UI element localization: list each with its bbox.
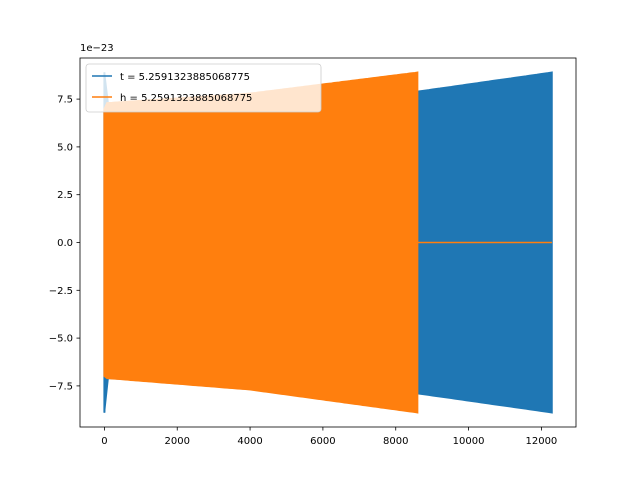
y-tick-label: 7.5 — [57, 95, 73, 106]
plot-area — [103, 71, 553, 414]
y-tick-label: −5.0 — [49, 334, 73, 345]
x-tick-label: 10000 — [453, 436, 485, 447]
legend-box — [85, 63, 322, 113]
y-offset-text: 1e−23 — [80, 43, 114, 54]
y-tick-label: 5.0 — [57, 142, 73, 153]
legend-label: h = 5.2591323885068775 — [120, 93, 252, 104]
y-axis: −7.5 −5.0 −2.5 0.0 2.5 5.0 7.5 — [49, 95, 80, 392]
x-tick-label: 2000 — [165, 436, 190, 447]
legend: t = 5.2591323885068775 h = 5.259132388506… — [85, 63, 322, 113]
x-tick-label: 12000 — [525, 436, 557, 447]
y-tick-label: −2.5 — [49, 286, 73, 297]
y-tick-label: 2.5 — [57, 190, 73, 201]
x-tick-label: 8000 — [383, 436, 408, 447]
y-tick-label: −7.5 — [49, 381, 73, 392]
x-axis: 0 2000 4000 6000 8000 10000 12000 — [101, 427, 557, 447]
y-tick-label: 0.0 — [57, 238, 73, 249]
x-tick-label: 0 — [101, 436, 107, 447]
x-tick-label: 4000 — [237, 436, 262, 447]
series-2-envelope — [103, 71, 419, 414]
legend-label: t = 5.2591323885068775 — [120, 72, 250, 83]
x-tick-label: 6000 — [310, 436, 335, 447]
